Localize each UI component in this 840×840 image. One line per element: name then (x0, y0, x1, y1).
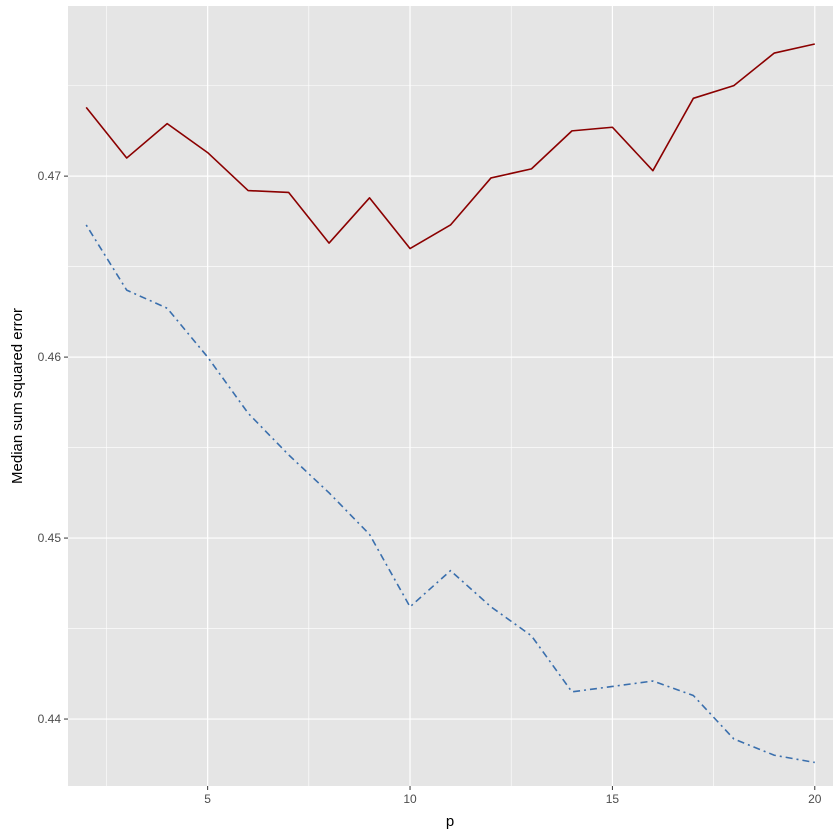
series-layer (85, 43, 815, 764)
x-tick-label: 10 (403, 792, 417, 806)
x-tick-label: 20 (808, 792, 822, 806)
minor-gridlines (68, 6, 833, 786)
major-gridlines (68, 6, 833, 786)
y-tick-label: 0.47 (38, 169, 62, 183)
x-axis-title: p (446, 813, 454, 830)
x-axis: 5 10 15 20 (204, 786, 822, 806)
y-tick-label: 0.46 (38, 350, 62, 364)
x-tick-label: 15 (606, 792, 620, 806)
y-axis: 0.44 0.45 0.46 0.47 (38, 169, 68, 726)
x-tick-label: 5 (204, 792, 211, 806)
series-line-1 (85, 43, 815, 250)
plot-panel (68, 6, 833, 786)
series-line-2 (85, 224, 815, 764)
y-tick-label: 0.44 (38, 712, 62, 726)
y-tick-label: 0.45 (38, 531, 62, 545)
y-axis-title: Median sum squared error (9, 308, 26, 484)
